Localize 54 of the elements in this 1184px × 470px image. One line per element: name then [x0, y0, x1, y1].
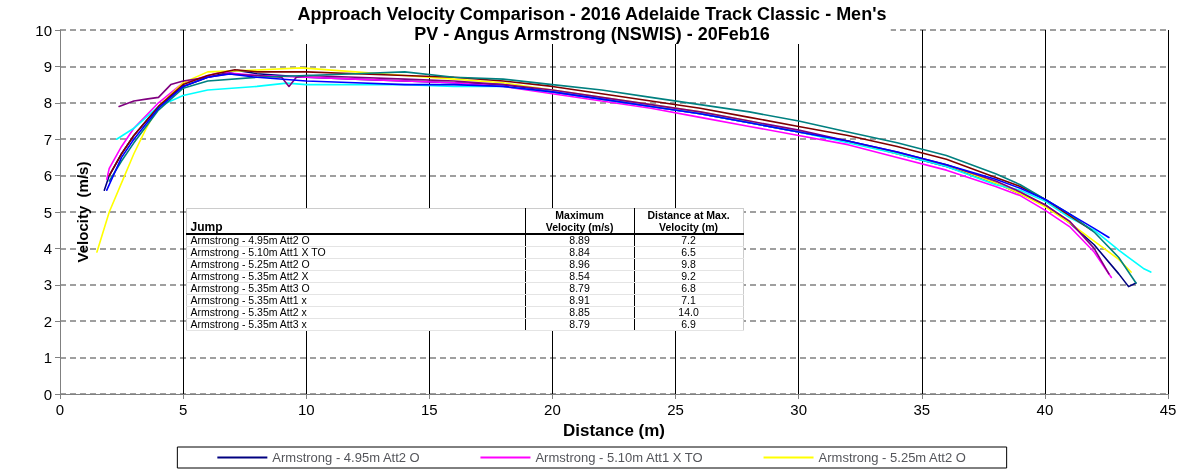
x-tick-label: 0 [55, 401, 65, 418]
y-tick-label: 0 [43, 385, 52, 403]
x-axis-title: Distance (m) [562, 420, 666, 440]
annotation: 8.91 [525, 294, 635, 307]
x-tick-label: 35 [913, 401, 931, 418]
x-tick-label: 40 [1036, 401, 1054, 418]
annotation: Armstrong - 4.95m Att2 O [186, 234, 526, 247]
annotation: Distance at Max. Velocity (m) [634, 208, 744, 235]
y-tick-label: 6 [43, 167, 52, 185]
annotation: Armstrong - 5.10m Att1 X TO [186, 246, 526, 259]
annotation: 6.5 [634, 246, 744, 259]
annotation: Armstrong - 5.35m Att3 O [186, 282, 526, 295]
annotation: Armstrong - 5.35m Att3 x [186, 318, 526, 331]
annotation: 6.9 [634, 318, 744, 331]
x-tick-label: 15 [420, 401, 438, 418]
y-tick-label: 10 [35, 21, 52, 39]
annotation: 9.8 [634, 258, 744, 271]
y-tick-label: 9 [43, 57, 52, 75]
annotation: 7.1 [634, 294, 744, 307]
x-tick-label: 20 [544, 401, 561, 418]
annotation: Maximum Velocity (m/s) [525, 208, 635, 235]
annotation: 8.89 [525, 234, 635, 247]
x-tick-label: 45 [1159, 401, 1177, 418]
annotation: Armstrong - 5.35m Att1 x [186, 294, 526, 307]
annotation: 9.2 [634, 270, 744, 283]
x-tick-label: 30 [790, 401, 808, 418]
y-tick-label: 8 [43, 94, 52, 112]
y-axis-title: Velocity (m/s) [74, 161, 91, 263]
annotation: Armstrong - 5.35m Att2 x [186, 306, 526, 319]
annotation: Armstrong - 5.35m Att2 X [186, 270, 526, 283]
annotation: Jump [186, 208, 526, 235]
y-tick-label: 4 [43, 239, 52, 257]
annotation: 6.8 [634, 282, 744, 295]
y-tick-label: 3 [43, 276, 52, 294]
x-tick-label: 25 [667, 401, 684, 418]
legend-label: Armstrong - 5.10m Att1 X TO [535, 450, 703, 465]
annotation: 8.85 [525, 306, 635, 319]
annotation: 7.2 [634, 234, 744, 247]
y-tick-label: 2 [43, 312, 52, 330]
y-tick-label: 5 [43, 203, 52, 221]
legend-label: Armstrong - 5.25m Att2 O [818, 450, 966, 465]
annotation: 8.79 [525, 282, 635, 295]
x-tick-label: 5 [178, 401, 188, 418]
annotation: 8.54 [525, 270, 635, 283]
annotation: 8.84 [525, 246, 635, 259]
legend-label: Armstrong - 4.95m Att2 O [272, 450, 420, 465]
annotation: 14.0 [634, 306, 744, 319]
annotation: 8.79 [525, 318, 635, 331]
y-tick-label: 7 [43, 130, 52, 148]
chart-title: Approach Velocity Comparison - 2016 Adelaide Track Classic - Men's PV - Angus Armstrong (NSWIS) - 20Feb16 [297, 4, 887, 44]
annotation: 8.96 [525, 258, 635, 271]
y-tick-label: 1 [43, 349, 52, 367]
annotation: Armstrong - 5.25m Att2 O [186, 258, 526, 271]
x-tick-label: 10 [297, 401, 315, 418]
